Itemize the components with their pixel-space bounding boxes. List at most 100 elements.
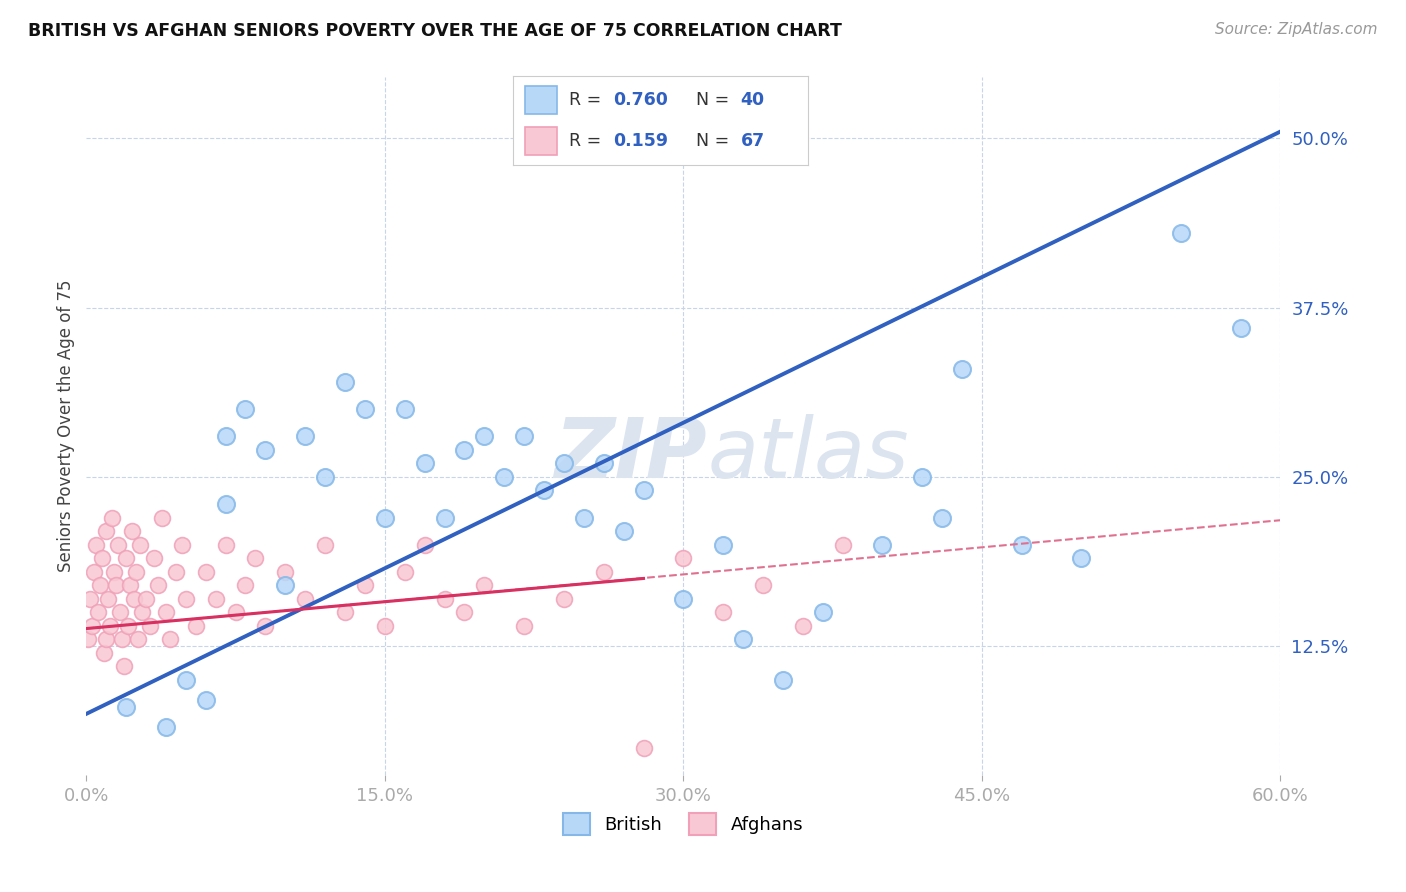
Point [174,673,197,687]
Point [294,591,316,606]
Point [711,605,734,619]
Point [533,483,555,498]
Point [225,605,247,619]
Bar [524,86,557,114]
Point [87,605,110,619]
Point [127,632,149,647]
Point [792,619,814,633]
Point [194,693,217,707]
Point [672,591,695,606]
Point [155,720,177,734]
Point [170,538,193,552]
Point [711,538,734,552]
Text: N =: N = [696,91,735,109]
Point [472,578,495,592]
Point [314,470,336,484]
Text: N =: N = [696,132,735,150]
Point [174,591,197,606]
Point [950,361,973,376]
Point [592,456,614,470]
Point [165,565,187,579]
Point [513,619,536,633]
Point [413,538,436,552]
Point [83,565,105,579]
Point [112,659,135,673]
Point [1229,321,1251,335]
Point [274,578,297,592]
Point [553,456,575,470]
Point [572,510,595,524]
Point [245,551,267,566]
Point [731,632,754,647]
Point [453,605,475,619]
Point [592,565,614,579]
Text: 0.159: 0.159 [613,132,669,150]
Point [811,605,834,619]
Text: R =: R = [569,132,607,150]
Point [214,538,236,552]
Point [394,565,416,579]
Point [98,619,121,633]
Point [105,578,128,592]
Point [1070,551,1092,566]
Point [613,524,636,538]
Point [254,619,277,633]
Point [472,429,495,443]
Point [204,591,226,606]
Point [97,591,120,606]
Point [96,524,118,538]
Point [374,619,396,633]
Point [82,619,104,633]
Point [931,510,953,524]
Point [111,632,134,647]
Point [150,510,173,524]
Point [633,740,655,755]
Point [115,551,138,566]
Text: 0.760: 0.760 [613,91,668,109]
Point [103,565,125,579]
Point [513,429,536,443]
Point [120,578,142,592]
Point [354,402,377,417]
Point [108,605,131,619]
Point [142,551,165,566]
Point [146,578,169,592]
Point [752,578,775,592]
Point [553,591,575,606]
Point [872,538,894,552]
Point [115,700,138,714]
Point [125,565,148,579]
Point [155,605,177,619]
Point [235,402,257,417]
Point [101,510,124,524]
Point [122,591,145,606]
Point [274,565,297,579]
Point [1170,226,1192,240]
Point [254,442,277,457]
Point [139,619,162,633]
Point [1011,538,1033,552]
Text: Source: ZipAtlas.com: Source: ZipAtlas.com [1215,22,1378,37]
Point [93,646,115,660]
Point [772,673,794,687]
Point [184,619,207,633]
Point [89,578,111,592]
Point [294,429,316,443]
Point [433,510,456,524]
Text: 67: 67 [741,132,765,150]
Point [831,538,853,552]
Point [159,632,181,647]
Point [214,497,236,511]
Point [453,442,475,457]
Point [96,632,118,647]
Point [135,591,157,606]
Point [214,429,236,443]
Point [84,538,107,552]
Point [121,524,143,538]
Point [79,591,101,606]
Point [494,470,516,484]
Point [633,483,655,498]
Point [91,551,114,566]
Point [107,538,129,552]
Point [911,470,934,484]
